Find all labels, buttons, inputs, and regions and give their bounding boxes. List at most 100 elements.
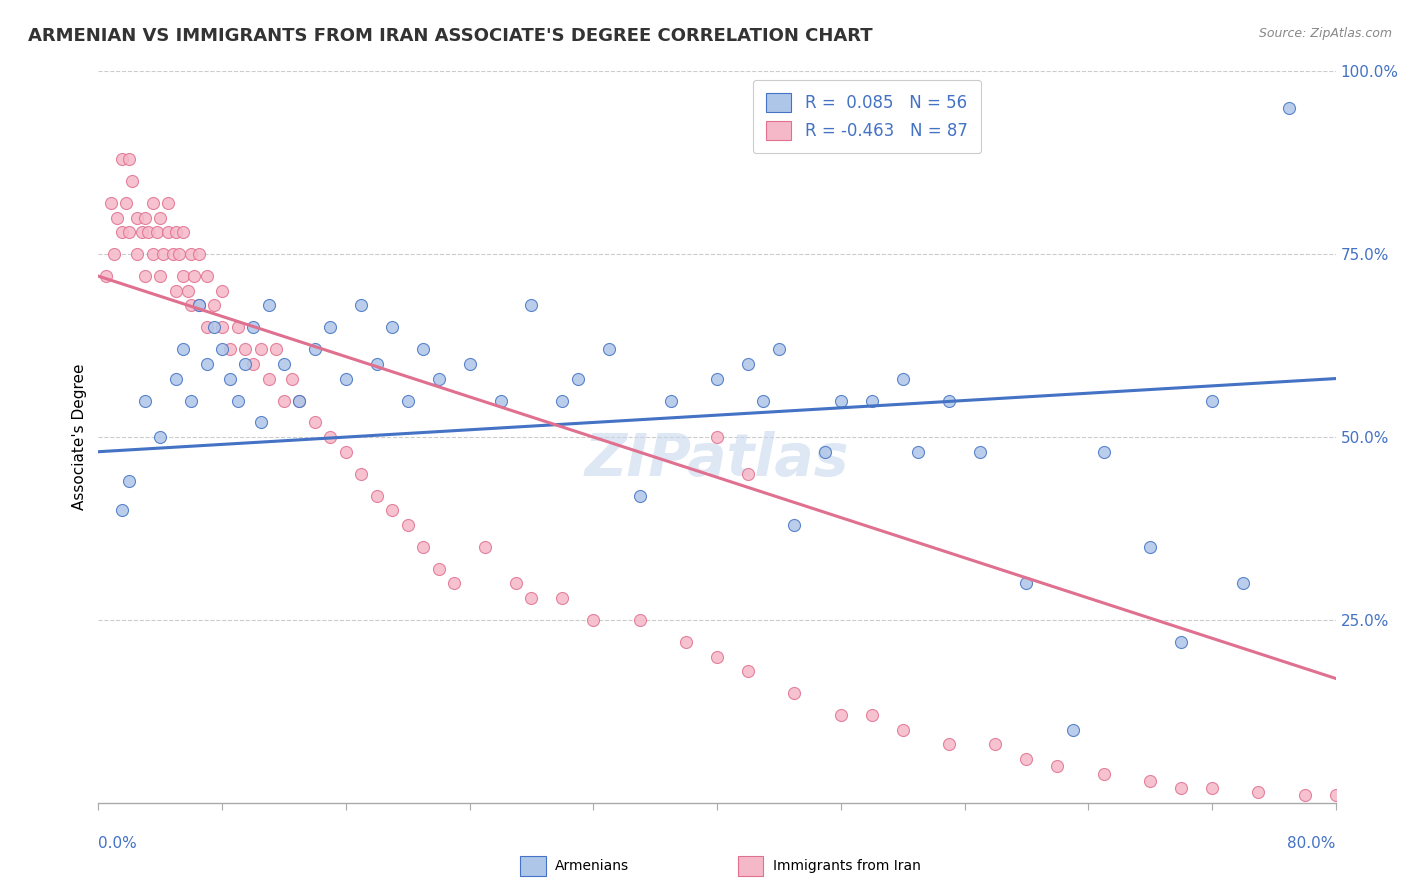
Point xyxy=(860,393,883,408)
Point xyxy=(381,320,404,334)
Point xyxy=(768,343,790,357)
Point xyxy=(1092,444,1115,458)
Point xyxy=(830,393,852,408)
Point xyxy=(183,269,205,284)
Point xyxy=(188,247,211,261)
Point xyxy=(1170,635,1192,649)
Point xyxy=(706,371,728,385)
Point xyxy=(752,393,775,408)
Point xyxy=(366,489,388,503)
Point xyxy=(505,576,527,591)
Point xyxy=(121,174,143,188)
Point xyxy=(984,737,1007,751)
Point xyxy=(381,503,404,517)
Point xyxy=(211,284,233,298)
Point xyxy=(830,708,852,723)
Point xyxy=(149,430,172,444)
Point xyxy=(149,269,172,284)
Point xyxy=(335,444,357,458)
Point xyxy=(907,444,929,458)
Point xyxy=(235,357,257,371)
Point xyxy=(814,444,837,458)
Point xyxy=(219,343,242,357)
Point xyxy=(412,540,434,554)
Point xyxy=(567,371,589,385)
Point xyxy=(141,247,165,261)
Point xyxy=(219,371,242,385)
Point xyxy=(891,723,914,737)
Point xyxy=(1139,773,1161,788)
Point xyxy=(250,416,273,430)
Legend: R =  0.085   N = 56, R = -0.463   N = 87: R = 0.085 N = 56, R = -0.463 N = 87 xyxy=(754,79,981,153)
Text: ZIPatlas: ZIPatlas xyxy=(585,431,849,488)
Point xyxy=(860,708,883,723)
Point xyxy=(103,247,125,261)
Point xyxy=(1046,759,1069,773)
Point xyxy=(172,343,194,357)
Point xyxy=(242,357,264,371)
Point xyxy=(598,343,620,357)
Point xyxy=(195,357,218,371)
Point xyxy=(366,357,388,371)
Point xyxy=(100,196,122,211)
Point xyxy=(257,298,280,312)
Point xyxy=(127,247,149,261)
Point xyxy=(319,430,342,444)
Point xyxy=(180,393,202,408)
Point xyxy=(520,591,543,605)
Text: 80.0%: 80.0% xyxy=(1288,836,1336,851)
Point xyxy=(264,343,288,357)
Point xyxy=(427,371,450,385)
Point xyxy=(242,320,264,334)
Point xyxy=(165,371,187,385)
Point xyxy=(396,393,419,408)
Text: Source: ZipAtlas.com: Source: ZipAtlas.com xyxy=(1258,27,1392,40)
Point xyxy=(273,357,295,371)
Point xyxy=(288,393,311,408)
Point xyxy=(412,343,434,357)
Point xyxy=(1062,723,1084,737)
Point xyxy=(1015,752,1038,766)
Point xyxy=(165,225,187,239)
Point xyxy=(162,247,184,261)
Point xyxy=(204,298,226,312)
Point xyxy=(737,664,759,678)
Point xyxy=(146,225,169,239)
Point xyxy=(188,298,211,312)
Point xyxy=(706,430,728,444)
Point xyxy=(136,225,159,239)
Y-axis label: Associate's Degree: Associate's Degree xyxy=(72,364,87,510)
Point xyxy=(520,298,543,312)
Point xyxy=(96,269,118,284)
Point xyxy=(1015,576,1038,591)
Point xyxy=(211,320,233,334)
Point xyxy=(304,416,326,430)
Point xyxy=(180,298,202,312)
Point xyxy=(281,371,304,385)
Point xyxy=(706,649,728,664)
Point xyxy=(111,152,132,166)
Point xyxy=(350,467,373,481)
Point xyxy=(489,393,512,408)
Point xyxy=(1294,789,1316,803)
Point xyxy=(443,576,465,591)
Point xyxy=(177,284,200,298)
Point xyxy=(118,152,141,166)
Point xyxy=(195,320,218,334)
Point xyxy=(969,444,991,458)
Point xyxy=(105,211,128,225)
Point xyxy=(551,591,574,605)
Point xyxy=(111,225,132,239)
Point xyxy=(551,393,574,408)
Point xyxy=(118,474,141,488)
Point xyxy=(582,613,605,627)
Point xyxy=(111,503,132,517)
Point xyxy=(737,467,759,481)
Point xyxy=(1092,766,1115,780)
Point xyxy=(675,635,697,649)
Point xyxy=(1324,789,1347,803)
Point xyxy=(118,225,141,239)
Point xyxy=(288,393,311,408)
Point xyxy=(226,393,249,408)
Point xyxy=(783,517,806,532)
